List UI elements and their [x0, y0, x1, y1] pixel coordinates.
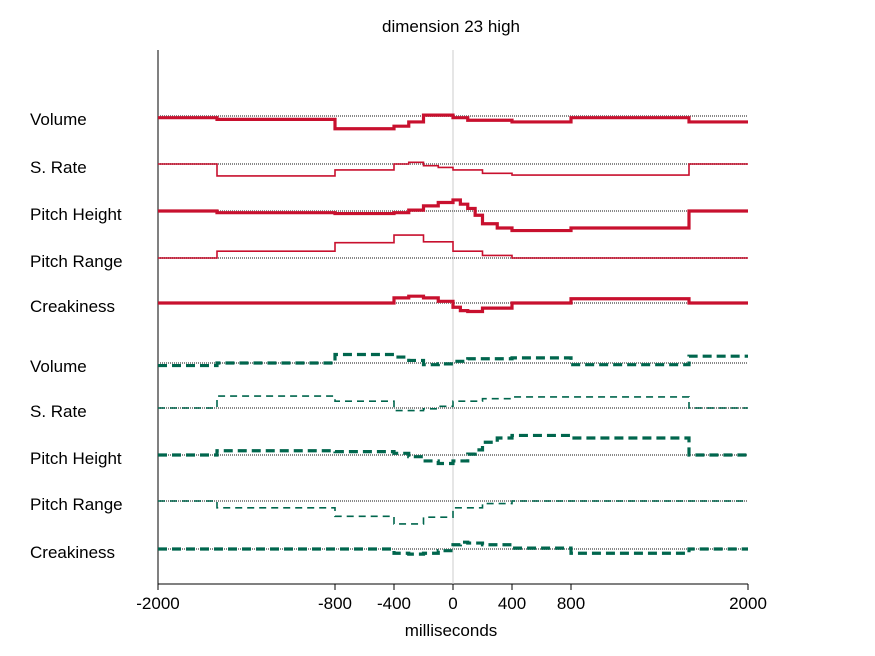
series-label: Volume — [30, 357, 87, 376]
x-tick-label: 2000 — [729, 594, 767, 613]
series-line — [158, 540, 748, 556]
plot-area: -2000 -800 -400 0 400 800 2000 Volume S. Rate Pit… — [30, 50, 767, 613]
series-line — [158, 234, 748, 259]
series-label: Creakiness — [30, 543, 115, 562]
series-line — [158, 294, 748, 314]
series-label: Pitch Range — [30, 252, 123, 271]
x-tick-label: 800 — [557, 594, 585, 613]
series-line — [158, 352, 748, 368]
x-tick-label: -400 — [377, 594, 411, 613]
chart-title: dimension 23 high — [382, 17, 520, 36]
series-label: Pitch Range — [30, 495, 123, 514]
series-line — [158, 113, 748, 131]
series-label: Creakiness — [30, 297, 115, 316]
series-line — [158, 433, 748, 466]
x-tick-label: 0 — [448, 594, 457, 613]
x-tick-label: 400 — [498, 594, 526, 613]
series-line — [158, 395, 748, 412]
series-label: Pitch Height — [30, 205, 122, 224]
series-label: S. Rate — [30, 158, 87, 177]
series-line — [158, 198, 748, 233]
x-axis-label: milliseconds — [405, 621, 498, 640]
series-label: S. Rate — [30, 402, 87, 421]
x-tick-label: -2000 — [136, 594, 179, 613]
series-label: Volume — [30, 110, 87, 129]
series-line — [158, 500, 748, 525]
x-tick-label: -800 — [318, 594, 352, 613]
series-line — [158, 161, 748, 177]
series-label: Pitch Height — [30, 449, 122, 468]
